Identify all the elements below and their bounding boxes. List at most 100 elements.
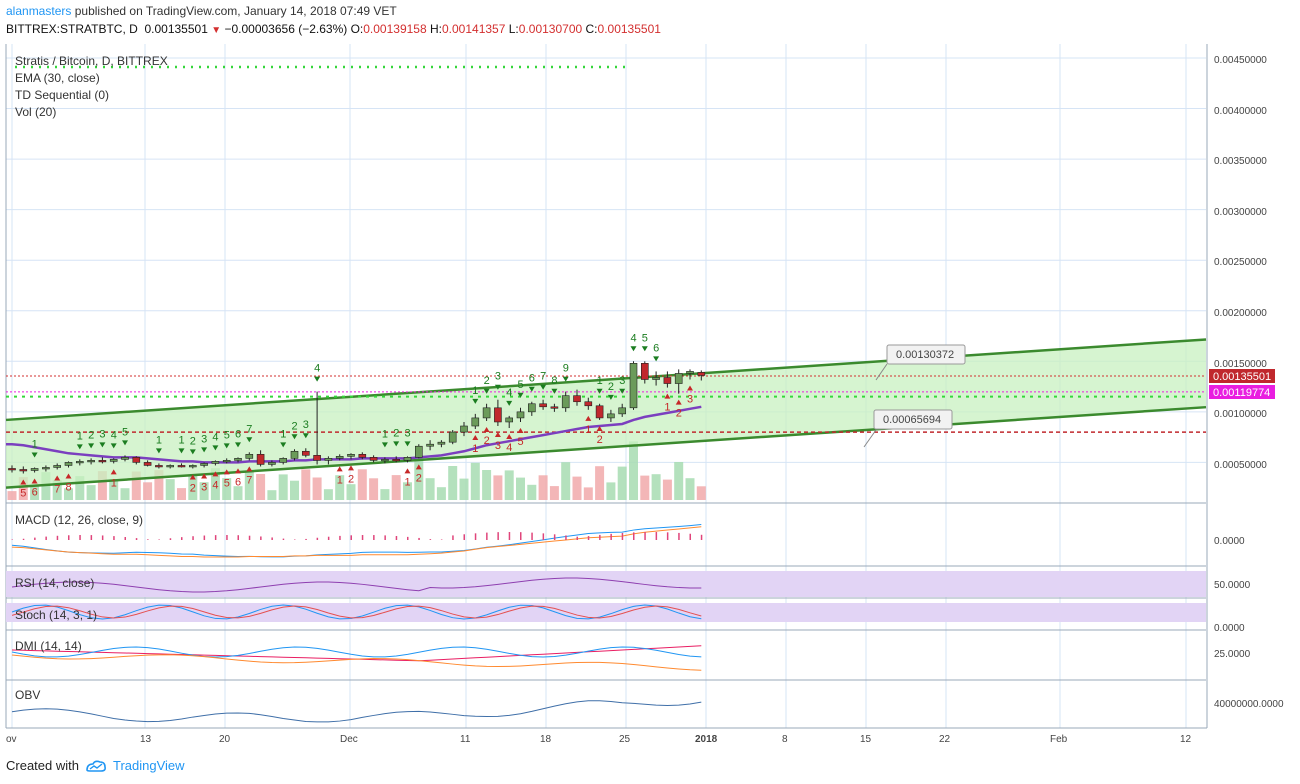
macd-histogram-bar <box>124 537 126 540</box>
candle-body <box>640 363 649 380</box>
price-tick: 0.00450000 <box>1214 55 1267 66</box>
td-count-green: 1 <box>156 434 162 446</box>
volume-bar <box>493 475 503 500</box>
td-down-arrow-icon <box>517 392 524 398</box>
td-count-red: 1 <box>664 402 670 414</box>
macd-histogram-bar <box>361 535 364 540</box>
candle-body <box>166 465 174 468</box>
obv-tick: 40000000.0000 <box>1214 699 1284 710</box>
macd-histogram-bar <box>192 536 194 540</box>
last-price-badge <box>1209 369 1275 383</box>
candle-body <box>64 462 73 466</box>
candle-body <box>313 455 321 461</box>
macd-histogram-bar <box>429 539 432 540</box>
td-count-red: 1 <box>585 424 591 436</box>
macd-line <box>11 523 702 558</box>
td-down-arrow-icon <box>99 442 106 448</box>
volume-bar <box>278 474 288 500</box>
macd-histogram-bar <box>565 535 567 540</box>
volume-bar <box>290 480 299 500</box>
macd-histogram-bar <box>248 535 251 540</box>
td-down-arrow-icon <box>641 346 648 352</box>
volume-bar <box>504 470 514 500</box>
candle-body <box>414 445 423 458</box>
time-tick: Feb <box>1050 734 1068 745</box>
candle-body <box>369 457 378 461</box>
adx-line <box>11 654 702 671</box>
price-axis-ticks: 0.00450000 0.00400000 0.00350000 0.00300… <box>1214 55 1267 471</box>
time-tick: 13 <box>140 734 152 745</box>
volume-bar <box>662 479 672 500</box>
macd-histogram-bar <box>68 535 70 540</box>
author-link[interactable]: alanmasters <box>6 4 72 18</box>
candle-body <box>290 450 299 459</box>
td-count-green: 3 <box>201 433 207 445</box>
callout-upper[interactable]: 0.00130372 <box>875 344 966 381</box>
time-tick: 22 <box>939 734 951 745</box>
td-count-green: 1 <box>280 428 286 440</box>
td-down-arrow-icon <box>381 442 388 448</box>
macd-histogram-bar <box>339 535 341 540</box>
td-count-red: 7 <box>246 474 252 486</box>
horizontal-levels[interactable] <box>6 65 1206 433</box>
volume-bar <box>640 475 650 500</box>
td-count-red: 2 <box>484 435 490 447</box>
price-tick: 0.00400000 <box>1214 106 1267 117</box>
td-up-arrow-icon <box>212 471 219 477</box>
close-value: 0.00135501 <box>597 22 661 36</box>
td-up-arrow-icon <box>472 435 479 441</box>
callout-upper-text: 0.00130372 <box>896 349 954 361</box>
volume-bar <box>651 474 661 500</box>
macd-histogram-bar <box>214 535 217 540</box>
rsi-band <box>6 571 1206 597</box>
td-down-arrow-icon <box>201 447 208 453</box>
open-value: 0.00139158 <box>363 22 427 36</box>
volume-bar <box>448 466 458 500</box>
macd-histogram-bar <box>56 535 59 540</box>
volume-bar <box>143 482 153 500</box>
candle-body <box>539 403 547 408</box>
volume-bar <box>425 478 435 500</box>
stoch-band <box>6 603 1206 622</box>
rsi-label: RSI (14, close) <box>15 576 94 590</box>
price-tick: 0.00100000 <box>1214 409 1267 420</box>
macd-histogram-bar <box>79 535 81 540</box>
candle-body <box>392 459 401 462</box>
td-down-arrow-icon <box>494 384 501 390</box>
td-count-red: 5 <box>518 436 524 448</box>
volume-bar <box>606 482 616 500</box>
volume-bar <box>323 489 333 500</box>
td-down-arrow-icon <box>404 441 411 447</box>
td-down-arrow-icon <box>178 448 185 454</box>
td-count-green: 6 <box>653 342 659 354</box>
candle-body <box>697 372 706 376</box>
symbol-label: BITTREX:STRATBTC, D <box>6 22 138 36</box>
candle-body <box>448 431 457 443</box>
td-count-red: 5 <box>224 477 230 489</box>
macd-histogram-bar <box>327 536 330 540</box>
volume-bar <box>470 462 480 500</box>
candle-body <box>30 468 39 471</box>
candle-body <box>200 463 208 466</box>
td-up-arrow-icon <box>494 432 501 438</box>
volume-bar <box>120 488 130 500</box>
candle-body <box>8 468 16 471</box>
macd-histogram-bar <box>633 532 635 540</box>
candle-body <box>132 457 141 463</box>
td-count-green: 1 <box>32 438 38 450</box>
td-count-green: 1 <box>77 430 83 442</box>
last-price-badge-text: 0.00135501 <box>1213 371 1271 383</box>
macd-histogram-bar <box>11 539 13 540</box>
callout-lower[interactable]: 0.00065694 <box>863 409 953 448</box>
price-tick: 0.00200000 <box>1214 308 1267 319</box>
price-change: −0.00003656 (−2.63%) <box>224 22 348 36</box>
td-up-arrow-icon <box>223 469 230 475</box>
volume-bar <box>482 470 492 500</box>
tradingview-brand[interactable]: TradingView <box>112 758 185 773</box>
candle-body <box>335 456 344 459</box>
volume-bar <box>414 461 424 500</box>
macd-histogram-bar <box>553 534 556 540</box>
dmi-tick: 25.0000 <box>1214 649 1251 660</box>
macd-histogram-bar <box>147 539 149 540</box>
